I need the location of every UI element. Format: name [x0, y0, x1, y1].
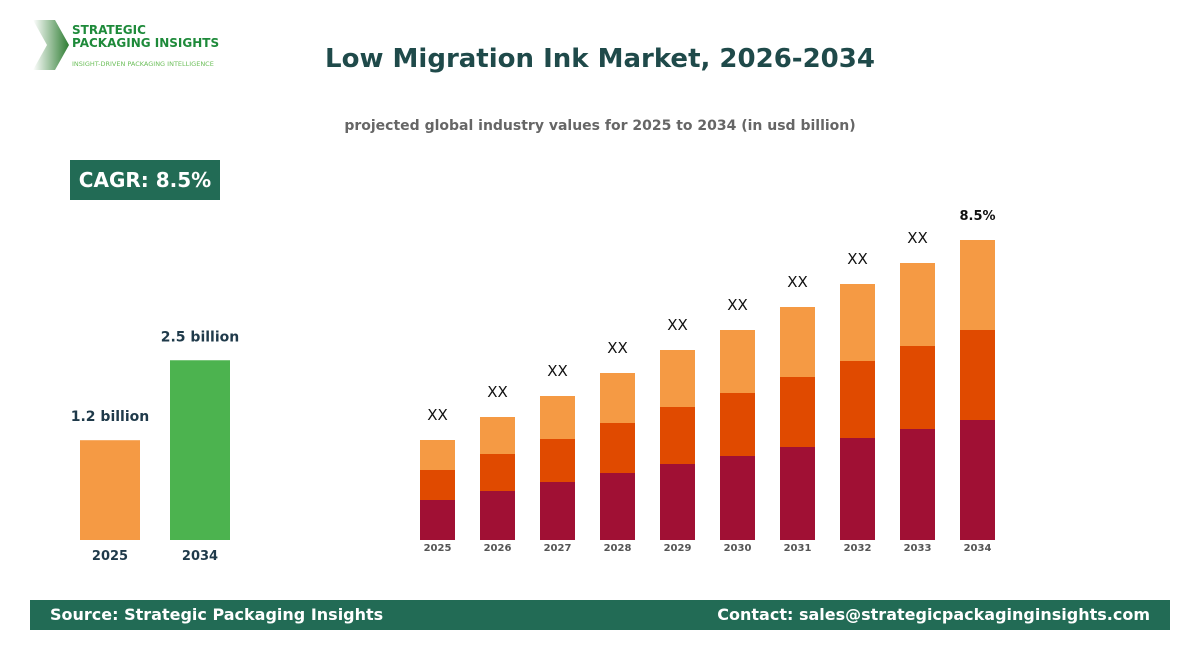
logo-chevron-icon	[33, 20, 69, 70]
data-label: XX	[667, 316, 688, 334]
data-label: XX	[907, 229, 928, 247]
data-label: 2.5 billion	[161, 329, 239, 345]
chart-title: Low Migration Ink Market, 2026-2034	[325, 44, 875, 74]
bar-segment-2032-2	[840, 284, 875, 361]
footer: Source: Strategic Packaging Insights Con…	[30, 600, 1170, 630]
bar-segment-2025-0	[420, 500, 455, 540]
bar-segment-2034-0	[960, 420, 995, 540]
logo-name: STRATEGIC PACKAGING INSIGHTS	[72, 23, 220, 50]
bar-segment-2026-2	[480, 417, 515, 454]
data-label: 1.2 billion	[71, 409, 149, 425]
bar-segment-2028-1	[600, 423, 635, 473]
x-tick-label: 2026	[484, 543, 512, 554]
bar-segment-2032-1	[840, 361, 875, 438]
data-label: XX	[607, 339, 628, 357]
x-tick-label: 2028	[604, 543, 632, 554]
x-tick-label: 2034	[182, 549, 218, 564]
bar-segment-2030-1	[720, 393, 755, 456]
x-tick-label: 2033	[904, 543, 932, 554]
bar-segment-2026-0	[480, 491, 515, 540]
bar-segment-2028-0	[600, 473, 635, 540]
bar-segment-2034-2	[960, 240, 995, 330]
bar-segment-2033-0	[900, 429, 935, 540]
data-label: XX	[547, 362, 568, 380]
x-tick-label: 2034	[964, 543, 992, 554]
data-label: 8.5%	[959, 209, 995, 224]
x-tick-label: 2029	[664, 543, 692, 554]
data-label: XX	[487, 383, 508, 401]
bar-2034	[170, 360, 230, 540]
bar-segment-2029-1	[660, 407, 695, 464]
bar-segment-2025-2	[420, 440, 455, 470]
cagr-badge: CAGR: 8.5%	[70, 160, 220, 200]
chart-subtitle: projected global industry values for 202…	[344, 118, 856, 134]
bar-segment-2025-1	[420, 470, 455, 500]
data-label: XX	[787, 273, 808, 291]
bar-segment-2032-0	[840, 438, 875, 540]
bar-segment-2034-1	[960, 330, 995, 420]
bar-segment-2033-2	[900, 263, 935, 346]
data-label: XX	[847, 250, 868, 268]
data-label: XX	[727, 296, 748, 314]
data-label: XX	[427, 406, 448, 424]
charts: 1.2 billion 2025 2.5 billion 2034 XX 2025 XX 20…	[71, 209, 996, 564]
source-text: Source: Strategic Packaging Insights	[50, 605, 384, 624]
bar-segment-2029-0	[660, 464, 695, 540]
bar-segment-2030-0	[720, 456, 755, 540]
x-tick-label: 2030	[724, 543, 752, 554]
bar-segment-2030-2	[720, 330, 755, 393]
bar-segment-2026-1	[480, 454, 515, 491]
x-tick-label: 2031	[784, 543, 812, 554]
bar-segment-2028-2	[600, 373, 635, 423]
bar-segment-2029-2	[660, 350, 695, 407]
bar-segment-2027-0	[540, 482, 575, 540]
x-tick-label: 2025	[92, 549, 128, 564]
bar-segment-2031-0	[780, 447, 815, 540]
bar-2025	[80, 440, 140, 540]
x-tick-label: 2032	[844, 543, 872, 554]
bar-segment-2031-1	[780, 377, 815, 447]
bar-segment-2031-2	[780, 307, 815, 377]
logo-tagline: INSIGHT-DRIVEN PACKAGING INTELLIGENCE	[72, 60, 214, 68]
bar-segment-2027-1	[540, 439, 575, 482]
x-tick-label: 2027	[544, 543, 572, 554]
bar-segment-2027-2	[540, 396, 575, 439]
bar-segment-2033-1	[900, 346, 935, 429]
contact-link[interactable]: Contact: sales@strategicpackaginginsight…	[717, 605, 1150, 624]
x-tick-label: 2025	[424, 543, 452, 554]
